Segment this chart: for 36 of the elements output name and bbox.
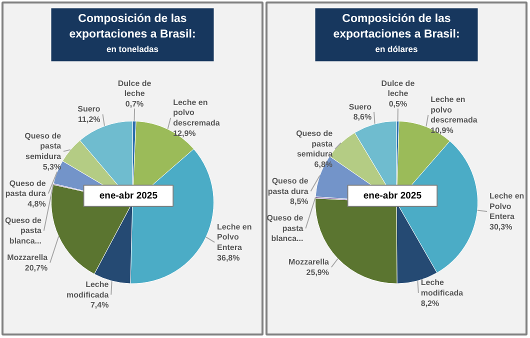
data-label: 0,7% — [125, 100, 144, 109]
slice-label: Queso de pasta blanca... — [4, 216, 42, 246]
slice-label: Leche en Polvo Entera — [217, 222, 252, 252]
data-label: 0,5% — [388, 100, 408, 109]
slice-label: Suero — [348, 102, 372, 112]
data-label: 12,9% — [173, 128, 196, 138]
data-label: 11,2% — [78, 114, 100, 124]
chart-title: Composición de las exportaciones a Brasil: — [333, 13, 460, 41]
data-label: 8,2% — [420, 298, 440, 308]
slice-label: Suero — [78, 104, 100, 114]
slice-label: Dulce de leche — [118, 78, 152, 98]
data-label: 25,9% — [306, 268, 329, 277]
slice-label: Leche en polvo descremada — [430, 95, 478, 125]
data-label: 4,8% — [28, 199, 46, 208]
text: ene-abr 2025 — [99, 190, 158, 202]
chart-subtitle: en dólares — [375, 44, 418, 54]
data-label: 10,9% — [430, 126, 454, 136]
chart-subtitle: en toneladas — [106, 44, 159, 54]
data-label: 8,6% — [353, 112, 372, 122]
slice-label: Leche modificada — [420, 278, 464, 298]
slice-label: Dulce de leche — [381, 78, 416, 98]
slice-label: Leche modificada — [66, 280, 110, 300]
slice-label: Queso de pasta dura — [5, 178, 46, 198]
data-label: 30,3% — [489, 222, 512, 232]
slice-label: Leche en polvo descremada — [173, 98, 220, 128]
data-label: 8,5% — [290, 197, 308, 206]
slice-label: Leche en Polvo Entera — [489, 191, 524, 222]
slice-label: Queso de pasta semidura — [24, 131, 62, 162]
data-label: 36,8% — [217, 253, 240, 262]
slice-label: Queso de pasta dura — [268, 176, 309, 196]
text: ene-abr 2025 — [363, 190, 422, 202]
chart-title: Composición de las exportaciones a Brasil: — [69, 13, 196, 41]
slice-label: Mozzarella — [288, 258, 330, 267]
data-label: 7,4% — [90, 300, 109, 310]
slice-label: Mozzarella — [7, 253, 48, 262]
data-label: 20,7% — [24, 263, 48, 272]
